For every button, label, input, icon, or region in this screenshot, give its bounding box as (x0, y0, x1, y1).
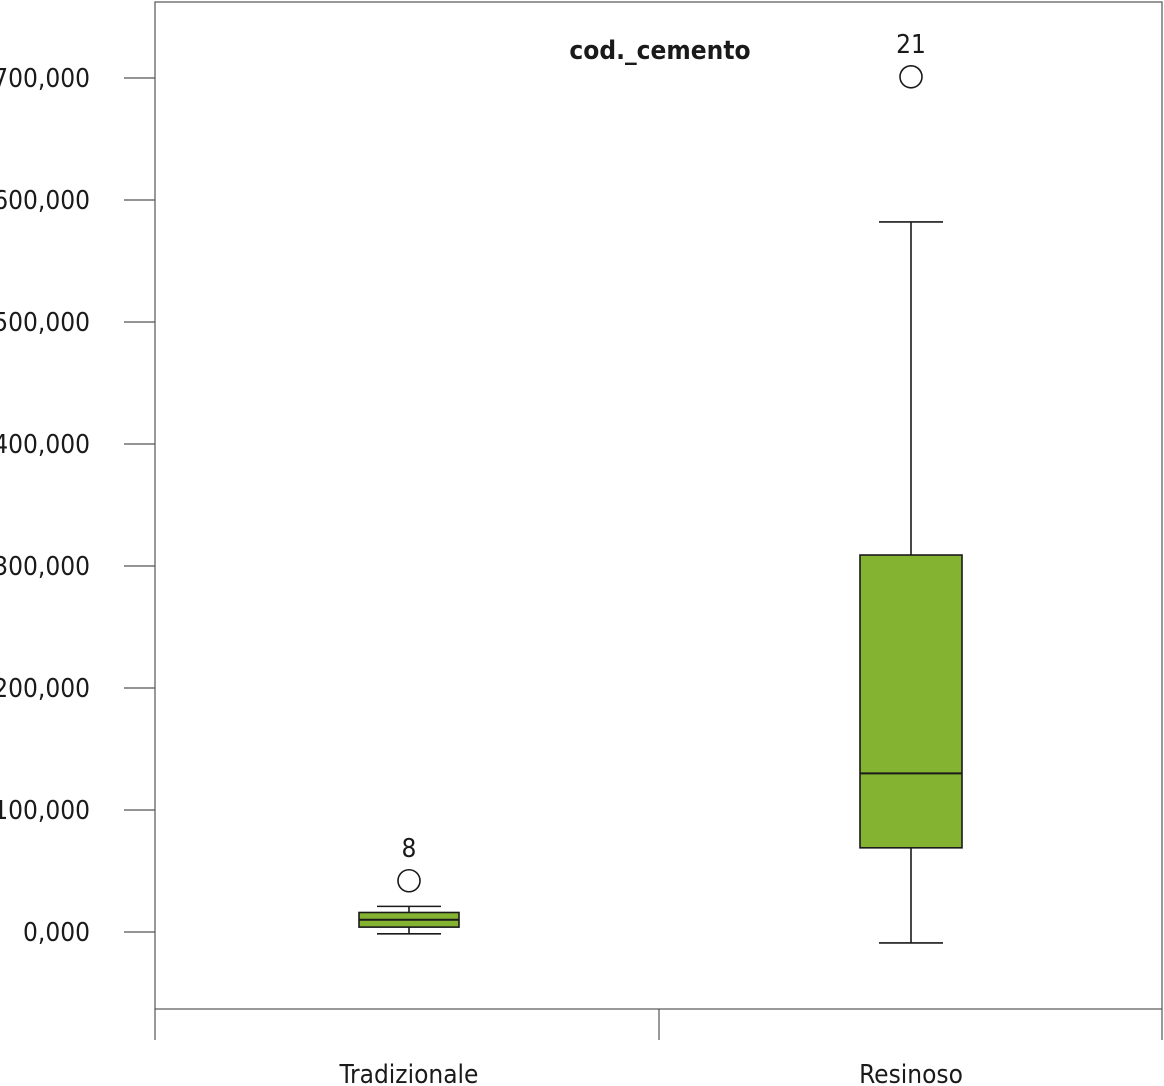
x-category-label: Tradizionale (339, 1060, 479, 1086)
y-tick-label: 400,000 (0, 430, 90, 460)
outlier-point (397, 868, 421, 893)
chart-title: cod._cemento (569, 36, 750, 66)
y-axis: 0,000 100,000 200,000 300,000 400,000 500,000… (0, 64, 155, 948)
y-tick-label: 100,000 (0, 796, 90, 826)
x-category-label: Resinoso (859, 1060, 963, 1086)
x-axis: Tradizionale Resinoso (154, 1009, 1163, 1086)
y-tick-label: 0,000 (23, 918, 90, 948)
y-tick-label: 700,000 (0, 64, 90, 94)
y-tick-label: 200,000 (0, 674, 90, 704)
y-tick-label: 500,000 (0, 308, 90, 338)
outlier-point (899, 64, 923, 89)
box-series: 8 21 (358, 30, 963, 944)
y-tick-label: 600,000 (0, 186, 90, 216)
plot-frame (154, 1, 1163, 1010)
box-resinoso: 21 (859, 30, 963, 944)
plot-border (154, 1, 1163, 1010)
box-tradizionale: 8 (358, 834, 460, 935)
iqr-box (859, 554, 963, 849)
outlier-label: 8 (402, 834, 417, 864)
outlier-label: 21 (896, 30, 926, 60)
y-tick-label: 300,000 (0, 552, 90, 582)
